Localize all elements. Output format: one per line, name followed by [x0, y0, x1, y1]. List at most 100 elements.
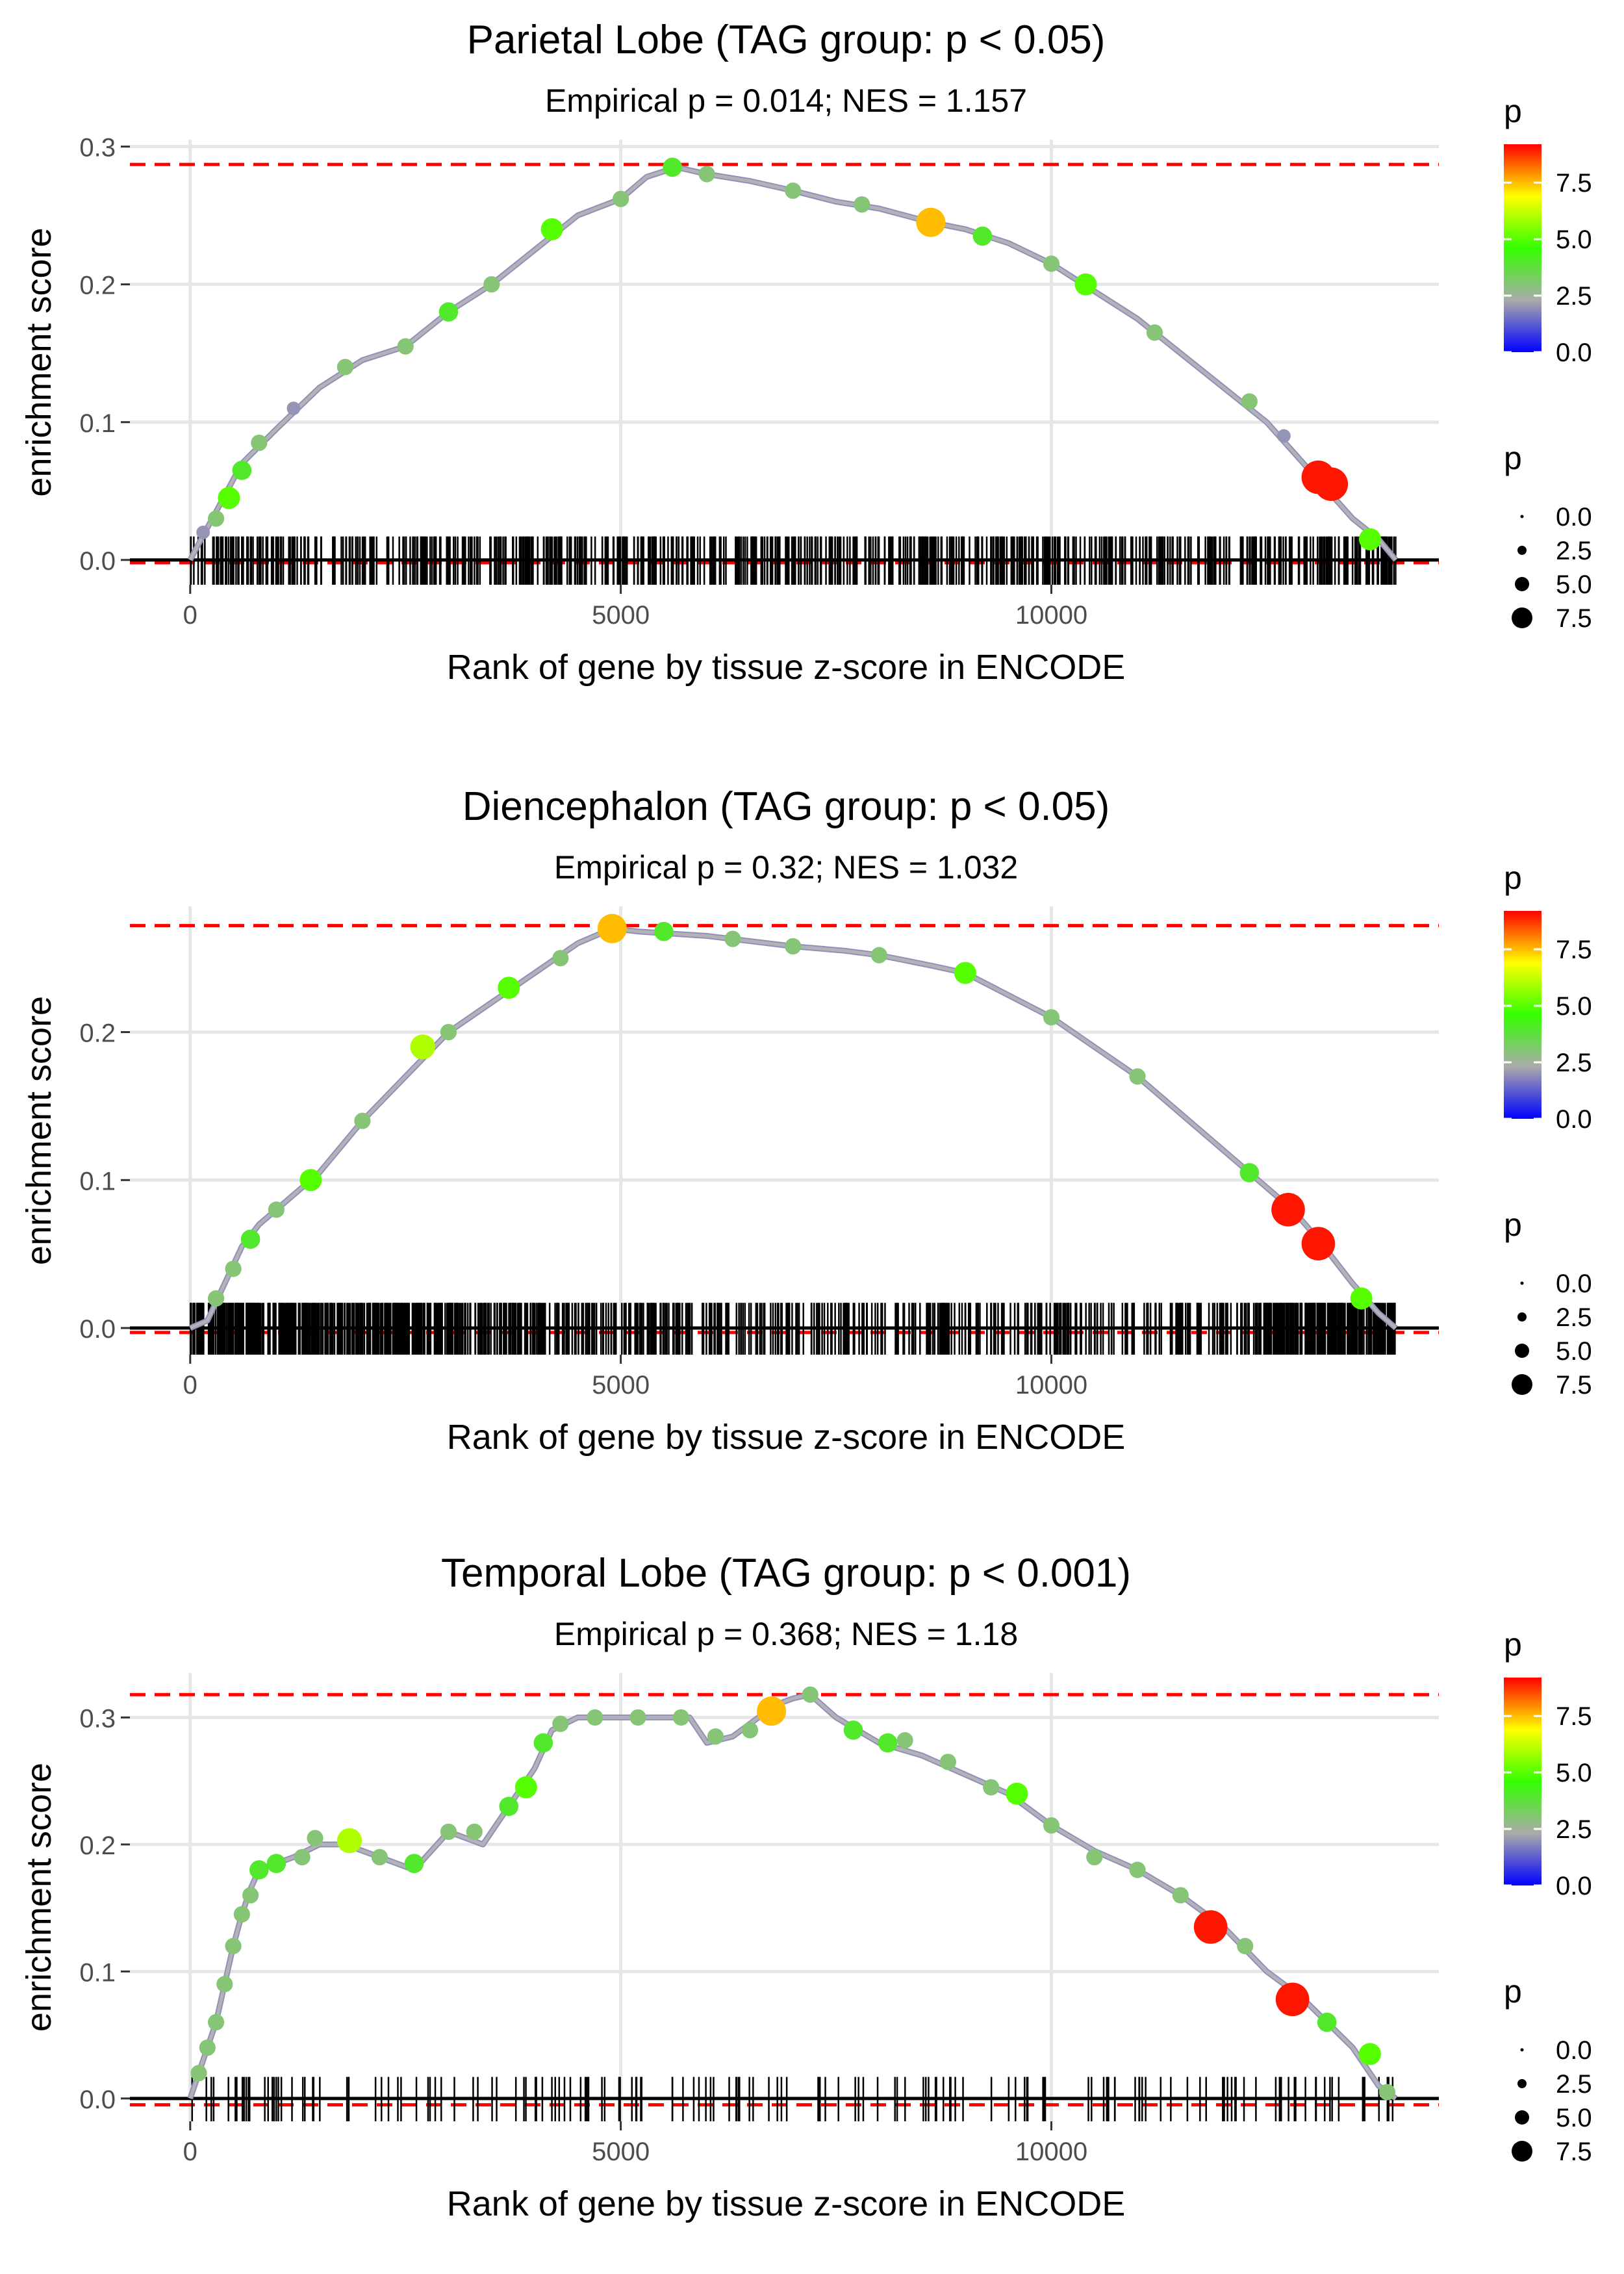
y-axis-title: enrichment score — [19, 1763, 58, 2032]
y-axis-title: enrichment score — [19, 996, 58, 1265]
chart-panel-1: Parietal Lobe (TAG group: p < 0.05) Empir… — [19, 18, 1592, 687]
gridlines — [130, 1673, 1439, 2121]
gene-point — [1193, 1910, 1228, 1944]
gene-point — [336, 359, 354, 376]
chart-title: Parietal Lobe (TAG group: p < 0.05) — [467, 18, 1106, 62]
gene-point — [785, 182, 802, 199]
legend-size-title: p — [1504, 1973, 1522, 2010]
gene-point — [404, 1854, 424, 1874]
gene-point — [698, 166, 715, 183]
gene-point — [916, 207, 946, 237]
gene-point — [1043, 1009, 1060, 1026]
gene-point — [741, 1722, 759, 1739]
gene-point — [196, 526, 210, 539]
gene-point — [1314, 467, 1349, 501]
gene-point — [1358, 528, 1381, 551]
enrichment-curve — [188, 165, 1397, 561]
gene-point — [533, 1733, 553, 1753]
enrichment-curve — [189, 926, 1397, 1330]
legend: p 7.5 5.0 2.5 0.0 p 0.0 2.5 5.0 7.5 — [1504, 1626, 1592, 2166]
gene-point — [954, 962, 976, 984]
gene-point — [1146, 324, 1163, 341]
legend-size-label: 7.5 — [1556, 1371, 1592, 1399]
gene-point — [983, 1779, 1000, 1796]
x-tick-label: 10000 — [1015, 601, 1087, 630]
y-tick-label: 0.2 — [79, 272, 116, 300]
legend-size-dot — [1512, 2141, 1532, 2162]
gene-point — [1172, 1887, 1189, 1904]
gene-point — [410, 1034, 435, 1060]
gene-point — [232, 461, 252, 480]
gene-point — [498, 977, 520, 999]
gene-point — [440, 1023, 457, 1041]
chart-subtitle: Empirical p = 0.368; NES = 1.18 — [554, 1616, 1018, 1652]
gene-point — [1129, 1068, 1146, 1085]
y-tick-label: 0.0 — [79, 2086, 116, 2114]
x-axis-title: Rank of gene by tissue z-score in ENCODE — [447, 1418, 1125, 1457]
x-tick-label: 0 — [183, 601, 197, 630]
gene-point — [1350, 1287, 1373, 1310]
y-tick-label: 0.1 — [79, 409, 116, 438]
legend-size-dot — [1515, 577, 1529, 591]
x-tick-label: 0 — [183, 2138, 197, 2166]
gene-point — [251, 434, 268, 452]
x-tick-label: 5000 — [592, 601, 650, 630]
gene-point — [1239, 1163, 1260, 1182]
gene-point — [336, 1828, 362, 1854]
gene-point — [613, 190, 629, 207]
gene-point — [1271, 1193, 1305, 1227]
chart-panel-3: Temporal Lobe (TAG group: p < 0.001) Empi… — [19, 1551, 1592, 2223]
enrichment-curve-shadow — [187, 1691, 1398, 2101]
gene-point — [552, 1715, 569, 1732]
gene-point — [438, 302, 459, 322]
chart-title: Temporal Lobe (TAG group: p < 0.001) — [441, 1551, 1131, 1596]
x-tick-label: 5000 — [592, 1371, 650, 1399]
gene-point — [707, 1728, 724, 1745]
legend-color-label: 0.0 — [1556, 1105, 1592, 1134]
gene-point — [307, 1830, 324, 1846]
legend-color-label: 2.5 — [1556, 282, 1592, 311]
legend-size-label: 0.0 — [1556, 2036, 1592, 2065]
legend-size-label: 0.0 — [1556, 503, 1592, 531]
legend-size-label: 2.5 — [1556, 1303, 1592, 1332]
legend-size-dot — [1520, 1281, 1524, 1285]
gene-point — [1129, 1861, 1146, 1878]
gene-point — [397, 338, 414, 355]
legend-color-label: 0.0 — [1556, 1872, 1592, 1900]
gene-point — [629, 1709, 646, 1726]
legend-size-dot — [1517, 546, 1527, 555]
y-tick-label: 0.1 — [79, 1958, 116, 1987]
legend: p 7.5 5.0 2.5 0.0 p 0.0 2.5 5.0 7.5 — [1504, 860, 1592, 1399]
gene-point — [242, 1887, 259, 1904]
gene-points — [190, 1686, 1396, 2101]
legend-color-label: 2.5 — [1556, 1815, 1592, 1844]
y-tick-label: 0.0 — [79, 547, 116, 576]
legend-color-label: 7.5 — [1556, 1702, 1592, 1731]
legend-size-label: 2.5 — [1556, 2070, 1592, 2099]
gene-point — [1301, 1227, 1336, 1261]
gene-point — [1378, 2084, 1396, 2101]
gene-point — [294, 1848, 311, 1866]
gene-point — [1006, 1782, 1028, 1805]
x-axis-title: Rank of gene by tissue z-score in ENCODE — [447, 2184, 1125, 2223]
gene-point — [672, 1709, 690, 1726]
gridlines — [130, 906, 1439, 1355]
legend-color-label: 5.0 — [1556, 225, 1592, 254]
gene-point — [207, 510, 225, 527]
legend-size-label: 5.0 — [1556, 2104, 1592, 2132]
gene-point — [1276, 429, 1291, 443]
gene-point — [440, 1823, 457, 1840]
gene-point — [854, 196, 870, 213]
x-axis-title: Rank of gene by tissue z-score in ENCODE — [447, 648, 1125, 687]
legend-size-dot — [1517, 2079, 1527, 2088]
gene-point — [587, 1709, 603, 1726]
gene-point — [1043, 255, 1060, 272]
gene-point — [218, 487, 240, 509]
legend-size-label: 7.5 — [1556, 2138, 1592, 2166]
legend-size-label: 5.0 — [1556, 1337, 1592, 1366]
y-tick-label: 0.3 — [79, 1704, 116, 1733]
gene-point — [499, 1796, 519, 1817]
gene-point — [870, 947, 887, 964]
gene-point — [216, 1976, 233, 1993]
